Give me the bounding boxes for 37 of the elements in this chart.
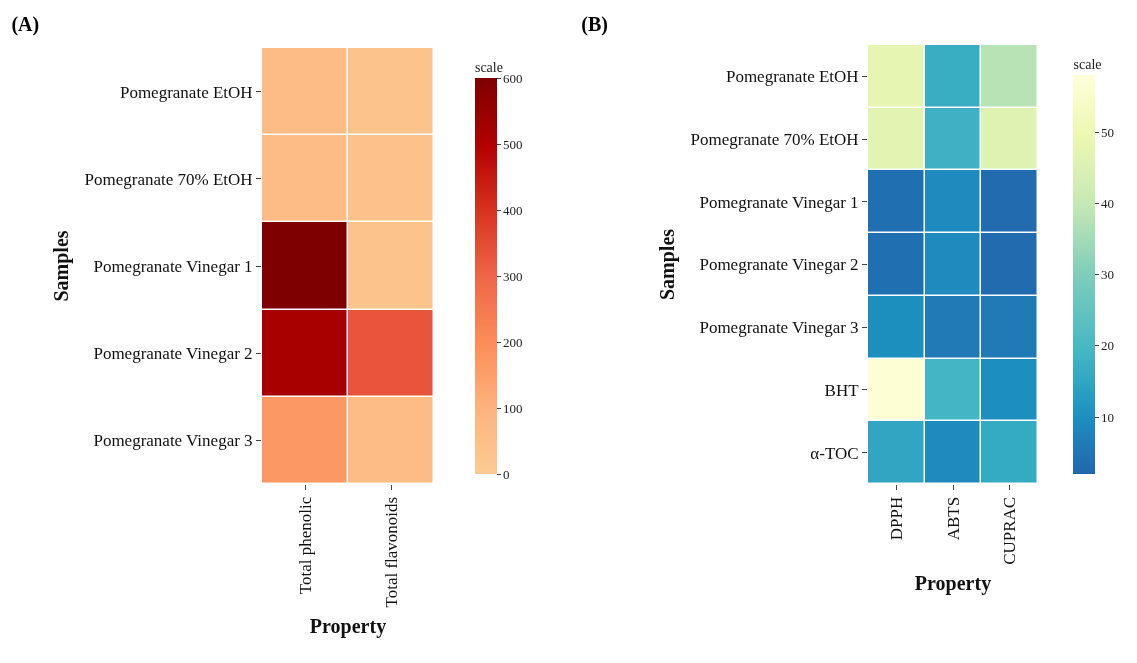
x-tick-label: DPPH [886, 496, 906, 541]
color-bar-label: 300 [503, 268, 523, 284]
y-tick-label: Pomegranate EtOH [119, 82, 253, 102]
y-axis-title: Samples [656, 228, 680, 301]
x-axis-title: Property [914, 572, 992, 596]
y-tick-label: Pomegranate 70% EtOH [690, 130, 859, 150]
y-tick-label: BHT [824, 380, 860, 400]
y-tick-label: Pomegranate Vinegar 1 [93, 256, 253, 276]
y-tick-label: Pomegranate Vinegar 3 [93, 431, 253, 451]
color-bar-label: 100 [503, 400, 523, 416]
color-bar-label: 20 [1101, 338, 1115, 354]
y-tick-label: α-TOC [810, 443, 859, 463]
y-tick-label: Pomegranate Vinegar 3 [699, 318, 859, 338]
y-tick-label: Pomegranate Vinegar 1 [699, 192, 859, 212]
color-bar-title: scale [474, 59, 503, 75]
y-tick-label: Pomegranate Vinegar 2 [93, 344, 253, 364]
y-tick-label: Pomegranate Vinegar 2 [699, 255, 859, 275]
color-bar-title: scale [1073, 56, 1102, 72]
color-bar-label: 200 [503, 334, 523, 350]
color-bar-label: 0 [503, 466, 510, 482]
color-bar-label: 500 [503, 136, 523, 152]
color-bar-label: 30 [1101, 267, 1115, 283]
color-bar-label: 10 [1101, 409, 1115, 425]
text: (A) [11, 12, 40, 36]
text: (B) [581, 12, 609, 36]
y-tick-label: Pomegranate EtOH [725, 67, 859, 87]
color-bar-label: 50 [1101, 124, 1115, 140]
y-axis-title: Samples [50, 230, 74, 302]
x-axis-title: Property [309, 615, 387, 639]
x-tick-label: Total phenolic [295, 496, 315, 595]
x-tick-label: Total flavonoids [381, 496, 401, 608]
x-tick-label: ABTS [943, 496, 963, 541]
y-tick-label: Pomegranate 70% EtOH [84, 169, 253, 189]
color-bar-label: 400 [503, 202, 523, 218]
color-bar-label: 40 [1101, 195, 1115, 211]
x-tick-label: CUPRAC [1000, 496, 1020, 565]
color-bar-label: 600 [503, 70, 523, 86]
